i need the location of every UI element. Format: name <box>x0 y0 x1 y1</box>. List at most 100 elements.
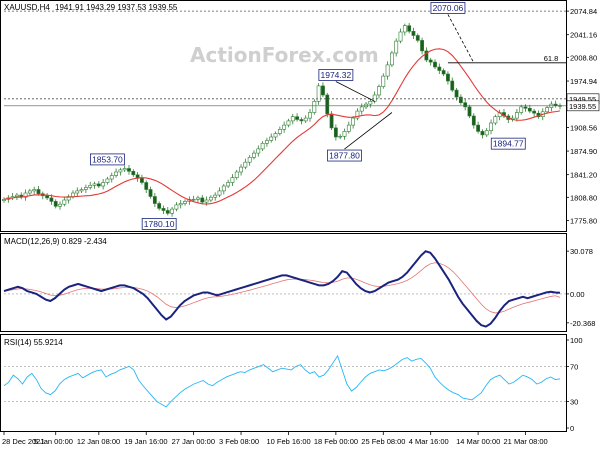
x-tick-label: 3 Feb 08:00 <box>219 437 259 446</box>
candle-body <box>157 203 162 209</box>
candle-body <box>148 189 153 197</box>
price-header: XAUUSD,H4 1941.91 1943.29 1937.53 1939.5… <box>4 3 178 12</box>
candle-body <box>178 203 183 206</box>
candle-body <box>71 192 75 197</box>
price-label-box <box>566 100 600 112</box>
candle-body <box>514 112 519 119</box>
x-tick-label: 21 Mar 08:00 <box>504 437 548 446</box>
candle-body <box>234 171 239 178</box>
candle-body <box>83 187 88 190</box>
candle-body <box>53 201 58 207</box>
candle-body <box>450 80 455 91</box>
candle-body <box>144 182 149 190</box>
candle-body <box>437 66 442 71</box>
x-tick-label: 18 Feb 00:00 <box>314 437 358 446</box>
candle-body <box>407 25 412 32</box>
candle-body <box>161 208 166 211</box>
annotation-box <box>318 69 354 81</box>
macd-layer <box>3 250 566 328</box>
moving-average-line <box>3 48 561 205</box>
x-tick-label: 10 Feb 16:00 <box>266 437 310 446</box>
candle-body <box>480 131 485 136</box>
candle-body <box>105 178 110 183</box>
price-tick-label: 1874.90 <box>570 147 597 156</box>
candle-body <box>58 203 62 207</box>
price-tick-label: 2041.16 <box>570 31 597 40</box>
annotation-label: 2070.06 <box>433 3 464 13</box>
price-panel-frame <box>0 0 567 232</box>
candle-body <box>484 130 489 136</box>
candle-body <box>239 166 243 173</box>
candle-body <box>243 161 248 168</box>
candle-body <box>333 127 338 138</box>
candle-body <box>230 177 235 183</box>
candle-body <box>101 182 106 187</box>
candle-body <box>273 133 278 138</box>
candle-body <box>200 197 205 203</box>
candle-body <box>62 199 67 205</box>
candle-body <box>131 171 136 176</box>
candle-body <box>299 119 304 122</box>
candle-body <box>295 116 299 120</box>
candle-body <box>398 31 403 42</box>
rsi-layer <box>3 354 566 408</box>
candle-body <box>325 94 330 115</box>
candle-body <box>467 106 472 117</box>
candle-body <box>75 190 80 194</box>
candle-body <box>411 30 416 36</box>
candle-body <box>489 122 493 131</box>
candle-body <box>458 96 463 103</box>
candle-body <box>88 185 93 188</box>
candle-body <box>174 204 179 210</box>
candle-body <box>269 136 274 141</box>
candle-body <box>118 169 123 173</box>
candle-body <box>2 199 6 202</box>
candle-body <box>377 86 381 96</box>
candle-body <box>286 120 291 126</box>
candle-body <box>364 103 368 108</box>
annotation-box <box>141 218 177 230</box>
candle-body <box>308 112 312 119</box>
candle-body <box>196 197 200 200</box>
candle-body <box>36 189 41 194</box>
candle-body <box>23 192 28 198</box>
candle-body <box>208 196 213 201</box>
candle-body <box>476 124 481 132</box>
candle-body <box>394 40 399 54</box>
annotation-box <box>430 2 466 14</box>
candle-body <box>290 116 295 122</box>
candle-body <box>519 106 524 113</box>
trendline-lower <box>344 112 393 150</box>
candle-body <box>191 199 196 201</box>
x-tick-label: 28 Dec 2021 <box>2 437 45 446</box>
candle-body <box>277 129 282 134</box>
candle-body <box>165 210 170 214</box>
candle-body <box>204 199 209 203</box>
rsi-tick-label: 0 <box>570 424 574 433</box>
price-tick-label: 2008.80 <box>570 53 597 62</box>
annotation-label: 1974.32 <box>321 70 352 80</box>
candle-body <box>471 115 476 126</box>
candle-body <box>372 94 377 102</box>
price-tick-label: 1841.20 <box>570 171 597 180</box>
macd-line <box>3 250 561 328</box>
candle-body <box>316 85 321 102</box>
candle-body <box>493 116 498 124</box>
price-title: XAUUSD,H4 <box>4 3 50 12</box>
candle-body <box>170 208 174 214</box>
annotation-label: 1894.77 <box>493 139 524 149</box>
x-tick-label: 25 Feb 08:00 <box>361 437 405 446</box>
projection-line <box>447 14 475 63</box>
candle-body <box>109 175 114 180</box>
price-tick-label: 1775.80 <box>570 216 597 225</box>
candle-body <box>441 70 446 75</box>
price-tick-label: 1908.56 <box>570 124 597 133</box>
x-tick-label: 27 Jan 00:00 <box>172 437 215 446</box>
trendline-upper <box>335 81 375 102</box>
candle-body <box>381 75 386 87</box>
macd-panel-frame <box>0 233 567 332</box>
price-ohlc-header: 1941.91 1943.29 1937.53 1939.55 <box>55 3 178 12</box>
candle-body <box>433 61 437 68</box>
macd-tick-label: 0.00 <box>570 290 585 299</box>
